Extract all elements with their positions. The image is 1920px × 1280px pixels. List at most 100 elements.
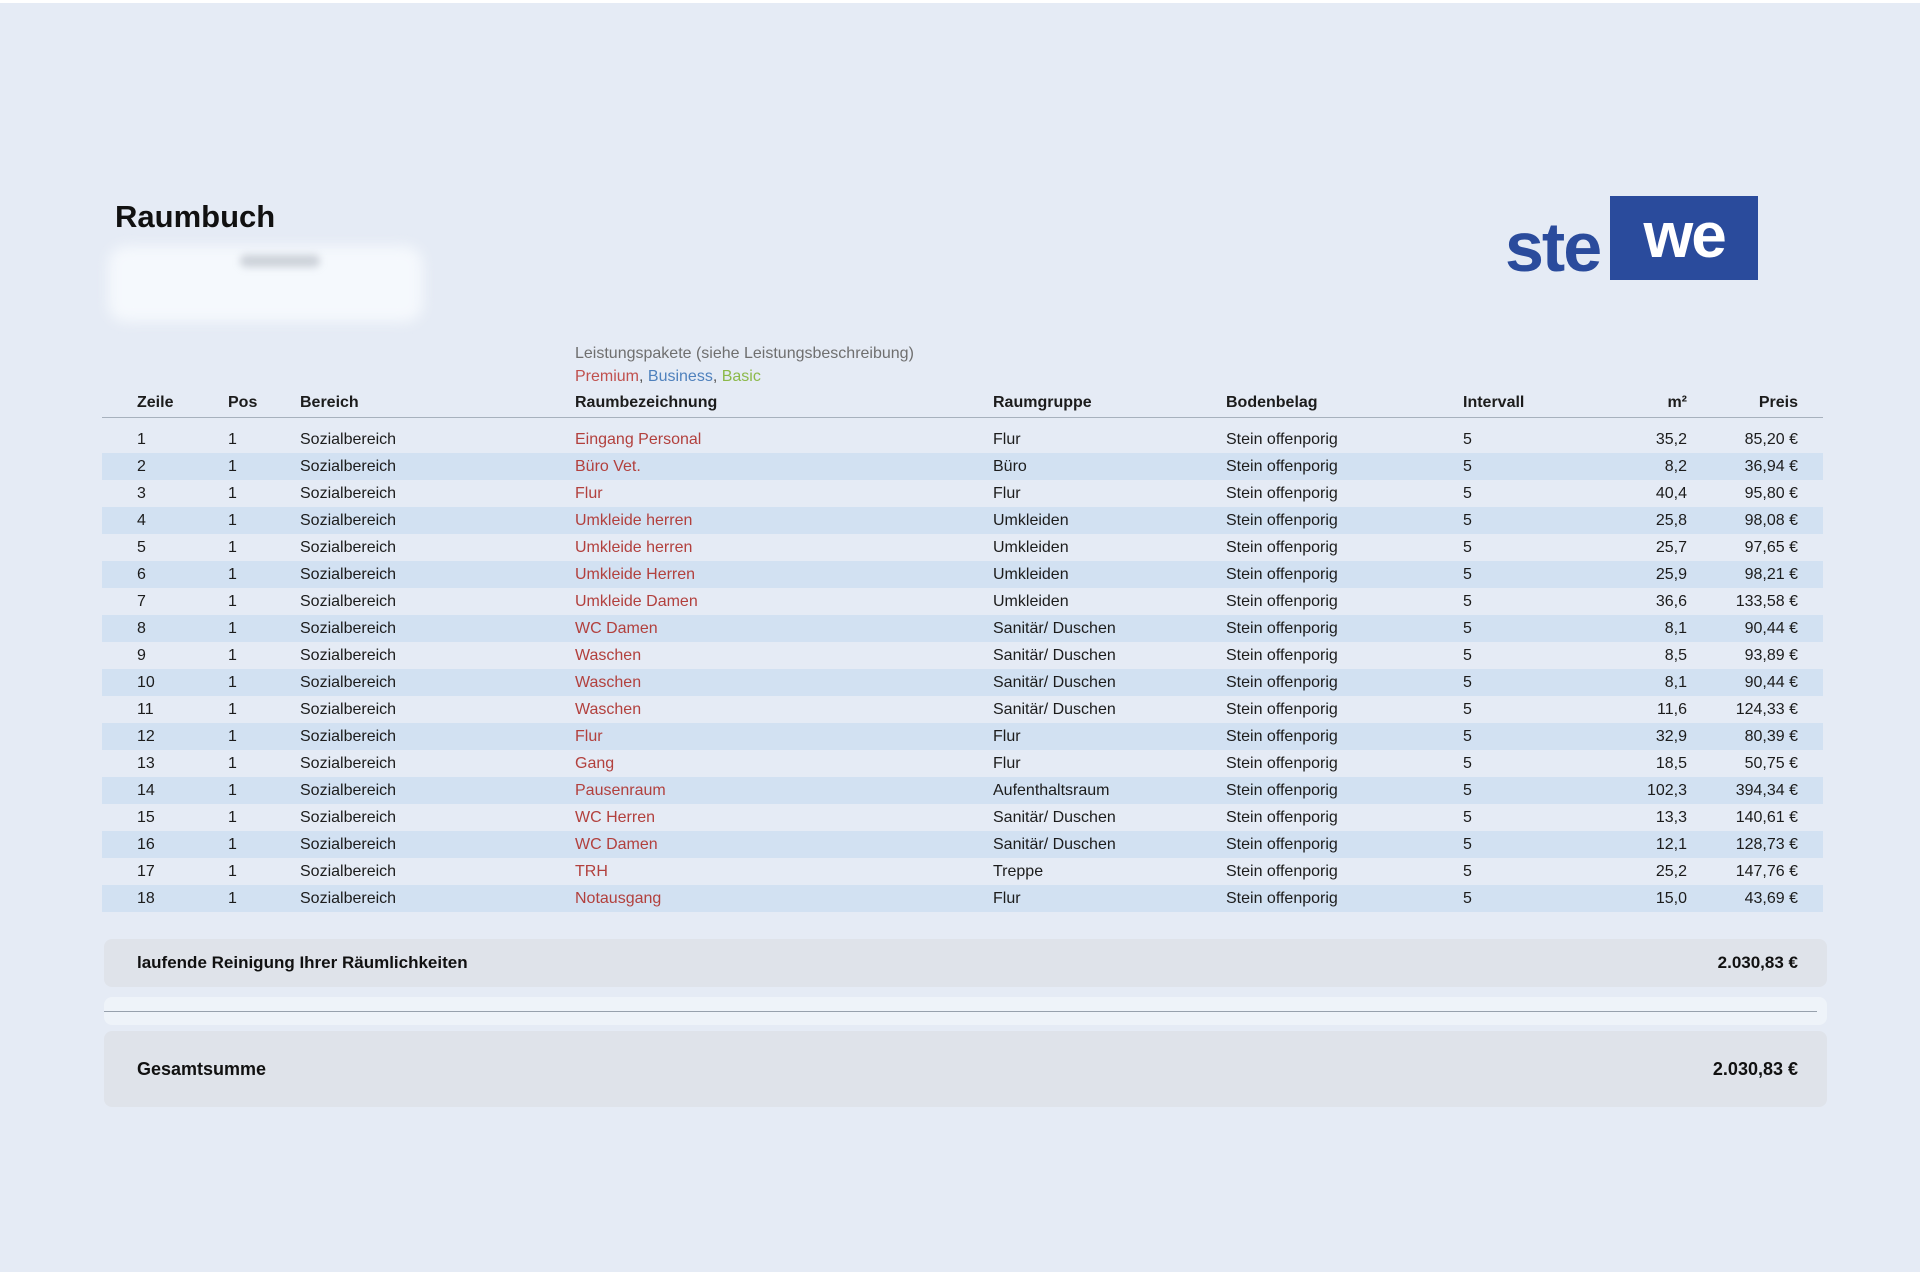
cell-bereich: Sozialbereich xyxy=(300,538,397,556)
cell-bereich: Sozialbereich xyxy=(300,781,397,799)
cell-qm: 12,1 xyxy=(1655,835,1687,853)
cell-intervall: 5 xyxy=(1463,835,1472,853)
cell-bereich: Sozialbereich xyxy=(300,511,397,529)
grand-total-label: Gesamtsumme xyxy=(137,1058,267,1079)
cell-qm: 8,5 xyxy=(1664,646,1687,664)
cell-intervall: 5 xyxy=(1463,727,1472,745)
cell-raumgruppe: Umkleiden xyxy=(993,592,1069,610)
cell-raumbezeichnung: WC Damen xyxy=(575,619,658,637)
cell-zeile: 3 xyxy=(137,484,146,502)
cell-bodenbelag: Stein offenporig xyxy=(1226,457,1338,475)
cell-preis: 394,34 € xyxy=(1735,781,1798,799)
cell-pos: 1 xyxy=(228,835,237,853)
cell-bereich: Sozialbereich xyxy=(300,835,397,853)
cell-raumgruppe: Büro xyxy=(993,457,1027,475)
cell-raumbezeichnung: Pausenraum xyxy=(575,781,666,799)
cell-zeile: 1 xyxy=(137,430,146,448)
cell-raumbezeichnung: Umkleide Damen xyxy=(575,592,698,610)
cell-bereich: Sozialbereich xyxy=(300,727,397,745)
cell-bodenbelag: Stein offenporig xyxy=(1226,700,1338,718)
column-header-bereich: Bereich xyxy=(300,394,359,411)
cell-zeile: 7 xyxy=(137,592,146,610)
cell-raumgruppe: Flur xyxy=(993,727,1021,745)
cell-pos: 1 xyxy=(228,538,237,556)
table-header-row: Zeile Pos Bereich Raumbezeichnung Raumgr… xyxy=(102,391,1798,415)
cell-bereich: Sozialbereich xyxy=(300,592,397,610)
cell-pos: 1 xyxy=(228,619,237,637)
cell-qm: 8,2 xyxy=(1664,457,1687,475)
running-total-band: laufende Reinigung Ihrer Räumlichkeiten … xyxy=(104,939,1827,987)
cell-pos: 1 xyxy=(228,646,237,664)
running-total-label: laufende Reinigung Ihrer Räumlichkeiten xyxy=(137,953,468,972)
cell-qm: 25,9 xyxy=(1655,565,1687,583)
cell-raumgruppe: Flur xyxy=(993,889,1021,907)
cell-zeile: 2 xyxy=(137,457,146,475)
cell-intervall: 5 xyxy=(1463,781,1472,799)
table-row: 6 1 Sozialbereich Umkleide Herren Umkleiden S… xyxy=(102,561,1823,588)
cell-bodenbelag: Stein offenporig xyxy=(1226,673,1338,691)
table-row: 8 1 Sozialbereich WC Damen Sanitär/ Duschen S… xyxy=(102,615,1823,642)
table-row: 11 1 Sozialbereich Waschen Sanitär/ Duschen S… xyxy=(102,696,1823,723)
table-row: 1 1 Sozialbereich Eingang Personal Flur Stein… xyxy=(102,426,1823,453)
cell-qm: 13,3 xyxy=(1655,808,1687,826)
cell-intervall: 5 xyxy=(1463,673,1472,691)
cell-raumgruppe: Flur xyxy=(993,484,1021,502)
cell-raumbezeichnung: Eingang Personal xyxy=(575,430,702,448)
cell-intervall: 5 xyxy=(1463,484,1472,502)
cell-pos: 1 xyxy=(228,457,237,475)
cell-qm: 11,6 xyxy=(1657,700,1687,718)
packages-heading: Leistungspakete (siehe Leistungsbeschrei… xyxy=(575,345,914,362)
cell-zeile: 17 xyxy=(137,862,155,880)
cell-pos: 1 xyxy=(228,430,237,448)
cell-raumgruppe: Umkleiden xyxy=(993,538,1069,556)
table-row: 16 1 Sozialbereich WC Damen Sanitär/ Duschen… xyxy=(102,831,1823,858)
cell-raumgruppe: Aufenthaltsraum xyxy=(993,781,1110,799)
package-business: Business xyxy=(647,368,713,385)
cell-bereich: Sozialbereich xyxy=(300,619,397,637)
cell-intervall: 5 xyxy=(1463,592,1472,610)
table-row: 3 1 Sozialbereich Flur Flur Stein offenporig 5… xyxy=(102,480,1823,507)
cell-zeile: 16 xyxy=(137,835,155,853)
cell-preis: 85,20 € xyxy=(1744,430,1798,448)
cell-preis: 140,61 € xyxy=(1735,808,1798,826)
cell-bereich: Sozialbereich xyxy=(300,646,397,664)
cell-intervall: 5 xyxy=(1463,889,1472,907)
cell-bereich: Sozialbereich xyxy=(300,862,397,880)
cell-qm: 18,5 xyxy=(1655,754,1687,772)
cell-intervall: 5 xyxy=(1463,430,1472,448)
cell-preis: 43,69 € xyxy=(1744,889,1798,907)
cell-bodenbelag: Stein offenporig xyxy=(1226,619,1338,637)
table-row: 18 1 Sozialbereich Notausgang Flur Stein offe… xyxy=(102,885,1823,912)
package-basic: Basic xyxy=(721,368,761,385)
cell-bereich: Sozialbereich xyxy=(300,754,397,772)
cell-pos: 1 xyxy=(228,673,237,691)
cell-raumbezeichnung: Waschen xyxy=(575,700,642,718)
cell-preis: 98,08 € xyxy=(1744,511,1798,529)
package-separator: , xyxy=(712,368,722,385)
cell-raumbezeichnung: Umkleide herren xyxy=(575,511,693,529)
redacted-address-blur xyxy=(108,246,423,322)
cell-bereich: Sozialbereich xyxy=(300,430,397,448)
table-row: 7 1 Sozialbereich Umkleide Damen Umkleiden St… xyxy=(102,588,1823,615)
cell-raumbezeichnung: TRH xyxy=(575,862,608,880)
cell-raumbezeichnung: WC Damen xyxy=(575,835,658,853)
cell-raumgruppe: Flur xyxy=(993,754,1021,772)
cell-preis: 95,80 € xyxy=(1744,484,1798,502)
cell-intervall: 5 xyxy=(1463,646,1472,664)
cell-pos: 1 xyxy=(228,889,237,907)
table-row: 17 1 Sozialbereich TRH Treppe Stein offenpori… xyxy=(102,858,1823,885)
table-row: 12 1 Sozialbereich Flur Flur Stein offenporig… xyxy=(102,723,1823,750)
cell-raumgruppe: Sanitär/ Duschen xyxy=(993,619,1116,637)
cell-bodenbelag: Stein offenporig xyxy=(1226,484,1338,502)
cell-intervall: 5 xyxy=(1463,538,1472,556)
cell-preis: 147,76 € xyxy=(1735,862,1798,880)
cell-pos: 1 xyxy=(228,592,237,610)
cell-qm: 36,6 xyxy=(1655,592,1687,610)
cell-pos: 1 xyxy=(228,511,237,529)
table-row: 14 1 Sozialbereich Pausenraum Aufenthaltsrau… xyxy=(102,777,1823,804)
column-header-pos: Pos xyxy=(228,394,258,411)
cell-preis: 90,44 € xyxy=(1744,673,1798,691)
column-header-zeile: Zeile xyxy=(137,394,174,411)
page-title: Raumbuch xyxy=(115,199,276,234)
cell-pos: 1 xyxy=(228,484,237,502)
